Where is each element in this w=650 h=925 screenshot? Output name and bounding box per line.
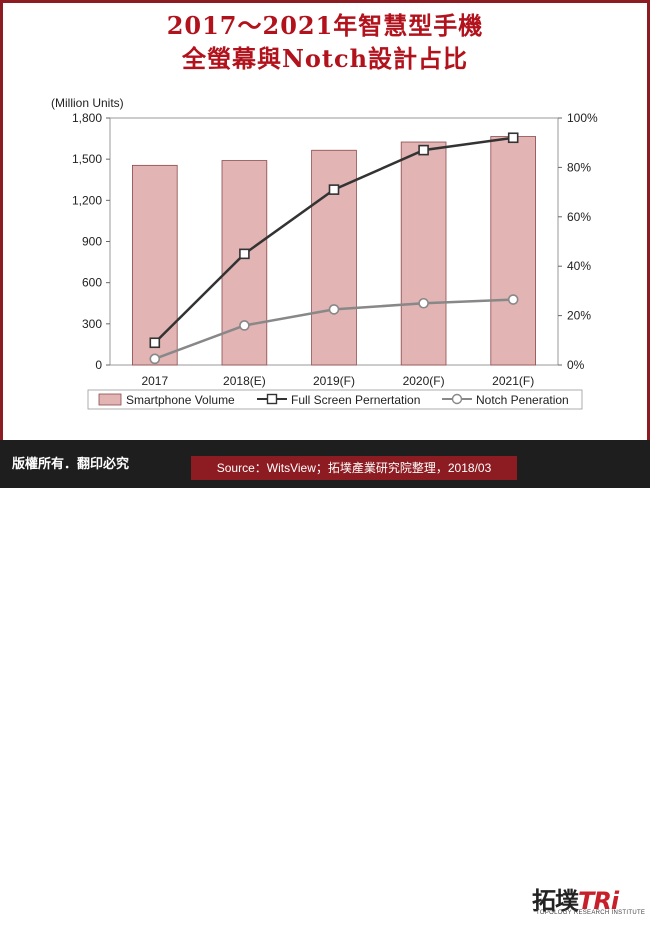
point-full-screen-pernertation — [418, 144, 429, 156]
chart-title: 2017～2021年智慧型手機 全螢幕與Notch設計占比 — [3, 9, 647, 75]
legend-label: Notch Peneration — [476, 393, 569, 407]
y-tick-label: 1,200 — [72, 193, 102, 207]
y-tick-label: 1,800 — [72, 111, 102, 125]
y-tick-label: 1,500 — [72, 152, 102, 166]
point-notch-peneration — [149, 353, 161, 365]
point-notch-peneration — [328, 304, 340, 315]
x-tick-label: 2021(F) — [492, 374, 534, 388]
y2-tick-label: 20% — [567, 309, 591, 323]
y2-tick-label: 100% — [567, 111, 598, 125]
bar-smartphone-volume — [221, 160, 268, 366]
chart: 0 300 600 900 1,200 1,500 1,800 0% 20% 40% 60% 80% 1… — [51, 96, 598, 410]
legend-swatch-smartphone-volume — [98, 393, 122, 406]
title-line-2: 全螢幕與Notch設計占比 — [181, 44, 469, 73]
legend-marker-notch — [451, 393, 463, 405]
y2-tick-label: 80% — [567, 160, 591, 174]
y-tick-label: 300 — [82, 317, 102, 331]
x-tick-label: 2018(E) — [223, 374, 266, 388]
y2-tick-label: 60% — [567, 210, 591, 224]
x-tick-label: 2017 — [141, 374, 168, 388]
copyright-text: 版權所有．翻印必究 — [12, 457, 130, 472]
logo-subtitle: TOPOLOGY RESEARCH INSTITUTE — [536, 910, 646, 916]
logo: 拓墣TRi TOPOLOGY RESEARCH INSTITUTE — [518, 877, 650, 925]
legend-label: Smartphone Volume — [126, 393, 235, 407]
point-full-screen-pernertation — [149, 337, 161, 349]
x-tick-label: 2019(F) — [313, 374, 355, 388]
bar-smartphone-volume — [131, 164, 178, 366]
y-tick-label: 0 — [95, 358, 102, 372]
legend-marker-full-screen — [266, 393, 278, 405]
point-full-screen-pernertation — [239, 248, 250, 260]
title-line-1: 2017～2021年智慧型手機 — [166, 11, 484, 40]
point-notch-peneration — [239, 320, 250, 331]
point-notch-peneration — [507, 294, 519, 305]
y-tick-label: 900 — [82, 235, 102, 249]
point-full-screen-pernertation — [507, 132, 519, 144]
y-axis-title: (Million Units) — [51, 96, 124, 110]
point-full-screen-pernertation — [328, 184, 340, 195]
y-tick-label: 600 — [82, 276, 102, 290]
y2-tick-label: 0% — [567, 358, 585, 372]
x-tick-label: 2020(F) — [403, 374, 445, 388]
point-notch-peneration — [418, 297, 429, 309]
y2-tick-label: 40% — [567, 259, 591, 273]
bar-smartphone-volume — [490, 136, 536, 366]
source-note: Source：WitsView；拓墣產業研究院整理，2018/03 — [191, 456, 517, 480]
bar-smartphone-volume — [400, 141, 447, 366]
legend-label: Full Screen Pernertation — [291, 393, 420, 407]
